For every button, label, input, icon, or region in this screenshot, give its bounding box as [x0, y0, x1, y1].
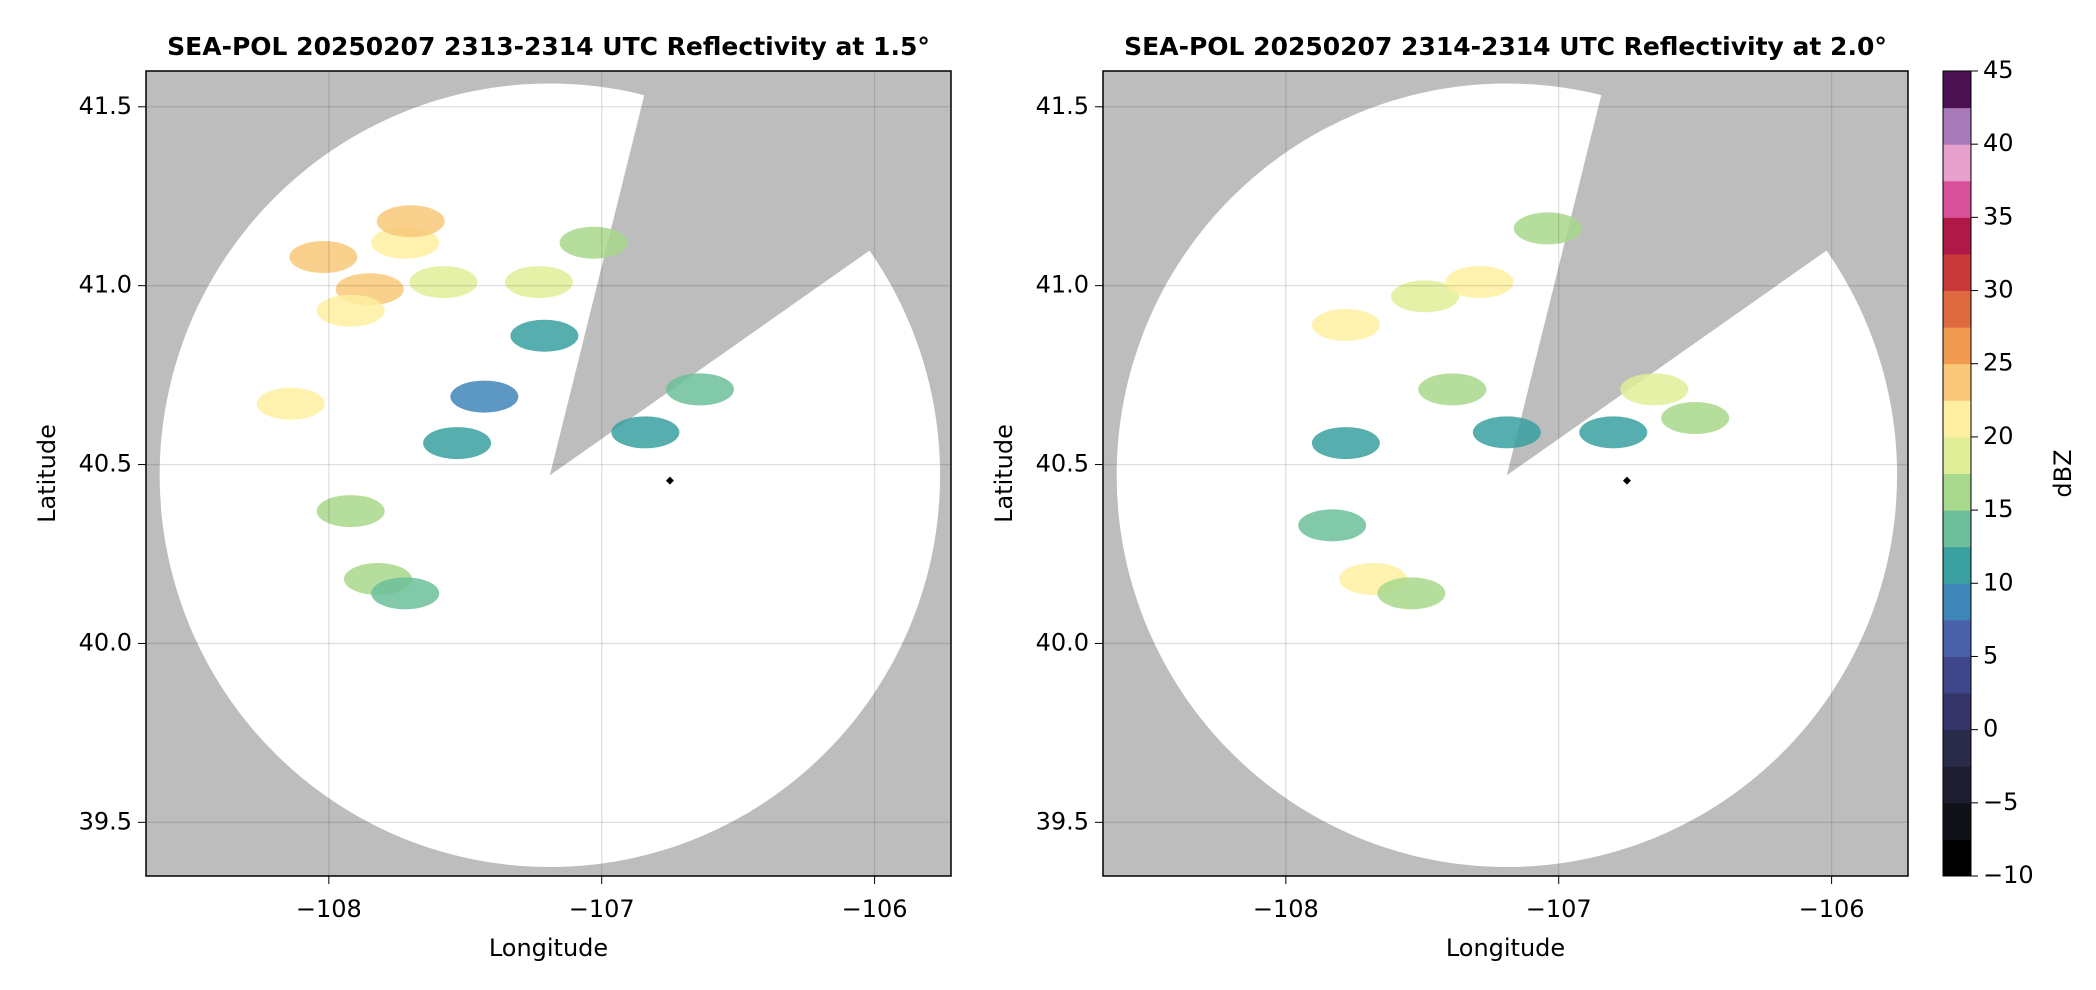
y-tick-label: 40.5 — [1036, 450, 1089, 478]
y-tick-label: 39.5 — [79, 807, 132, 835]
axes-frame — [1102, 70, 1909, 877]
axes-frame — [145, 70, 952, 877]
chart-title: SEA-POL 20250207 2313-2314 UTC Reflectiv… — [167, 32, 930, 61]
echo — [1579, 416, 1648, 449]
colorbar-segment — [1943, 400, 1971, 438]
colorbar-segment — [1943, 144, 1971, 182]
y-tick-label: 39.5 — [1036, 807, 1089, 835]
x-tick-label: −107 — [569, 895, 635, 923]
plot-area — [1103, 71, 1908, 876]
plot-area — [146, 71, 951, 876]
colorbar-segment — [1943, 436, 1971, 474]
y-tick-label: 41.0 — [79, 271, 132, 299]
colorbar-segment — [1943, 766, 1971, 804]
colorbar-tick-label: −5 — [1983, 788, 2018, 816]
site-marker — [1622, 476, 1631, 485]
colorbar-tick-label: 40 — [1983, 129, 2014, 157]
chart-title: SEA-POL 20250207 2314-2314 UTC Reflectiv… — [1124, 32, 1887, 61]
echo — [256, 387, 325, 420]
colorbar-segment — [1943, 363, 1971, 401]
x-axis-label: Longitude — [1446, 934, 1565, 962]
colorbar-segment — [1943, 180, 1971, 218]
x-tick-label: −106 — [1799, 895, 1865, 923]
x-tick-label: −108 — [296, 895, 362, 923]
echo — [371, 577, 440, 610]
colorbar-segment — [1943, 656, 1971, 694]
echo — [510, 319, 579, 352]
echo — [376, 205, 445, 238]
echo — [1445, 266, 1514, 299]
colorbar-segment — [1943, 290, 1971, 328]
echo — [316, 495, 385, 528]
y-tick-label: 41.5 — [79, 92, 132, 120]
echo — [1620, 373, 1689, 406]
y-tick-label: 40.5 — [79, 450, 132, 478]
colorbar-segment — [1943, 71, 1971, 109]
echo — [1298, 509, 1367, 542]
colorbar-tick-label: 30 — [1983, 276, 2014, 304]
colorbar-tick-label: 15 — [1983, 495, 2014, 523]
colorbar-frame — [1942, 70, 1972, 877]
x-tick-label: −108 — [1253, 895, 1319, 923]
y-tick-label: 41.0 — [1036, 271, 1089, 299]
y-axis-label: Latitude — [990, 424, 1018, 523]
colorbar-tick-label: 20 — [1983, 422, 2014, 450]
colorbar-segment — [1943, 693, 1971, 731]
colorbar-segment — [1943, 217, 1971, 255]
colorbar-segment — [1943, 546, 1971, 584]
y-tick-label: 40.0 — [79, 628, 132, 656]
colorbar-tick-label: 0 — [1983, 715, 1998, 743]
echo — [423, 427, 492, 460]
echo — [450, 380, 519, 413]
colorbar-segment — [1943, 510, 1971, 548]
colorbar-segment — [1943, 473, 1971, 511]
echo — [1377, 577, 1446, 610]
echo — [1472, 416, 1541, 449]
echo — [504, 266, 573, 299]
echo — [611, 416, 680, 449]
colorbar-segment — [1943, 729, 1971, 767]
colorbar-segment — [1943, 619, 1971, 657]
echo — [1513, 212, 1582, 245]
echo — [665, 373, 734, 406]
x-tick-label: −106 — [842, 895, 908, 923]
colorbar-tick-label: −10 — [1983, 861, 2034, 889]
blocked-sector — [1506, 87, 1833, 476]
y-axis-label: Latitude — [33, 424, 61, 523]
echo — [559, 226, 628, 259]
colorbar-tick-label: 45 — [1983, 56, 2014, 84]
colorbar-label: dBZ — [2049, 449, 2077, 497]
echo — [289, 241, 358, 274]
blocked-sector — [549, 87, 876, 476]
site-marker — [665, 476, 674, 485]
echo — [1311, 309, 1380, 342]
colorbar-tick-label: 25 — [1983, 349, 2014, 377]
colorbar-tick-label: 5 — [1983, 641, 1998, 669]
colorbar-segment — [1943, 839, 1971, 877]
x-tick-label: −107 — [1526, 895, 1592, 923]
colorbar-segment — [1943, 583, 1971, 621]
colorbar-segment — [1943, 802, 1971, 840]
echo — [1418, 373, 1487, 406]
colorbar-segment — [1943, 107, 1971, 145]
colorbar-tick-label: 10 — [1983, 568, 2014, 596]
echo — [1311, 427, 1380, 460]
colorbar-segment — [1943, 327, 1971, 365]
x-axis-label: Longitude — [489, 934, 608, 962]
colorbar-tick-label: 35 — [1983, 202, 2014, 230]
echo — [409, 266, 478, 299]
echo — [1391, 280, 1459, 313]
echo — [316, 294, 385, 327]
echo — [1661, 402, 1730, 435]
colorbar-segment — [1943, 253, 1971, 292]
y-tick-label: 41.5 — [1036, 92, 1089, 120]
y-tick-label: 40.0 — [1036, 628, 1089, 656]
